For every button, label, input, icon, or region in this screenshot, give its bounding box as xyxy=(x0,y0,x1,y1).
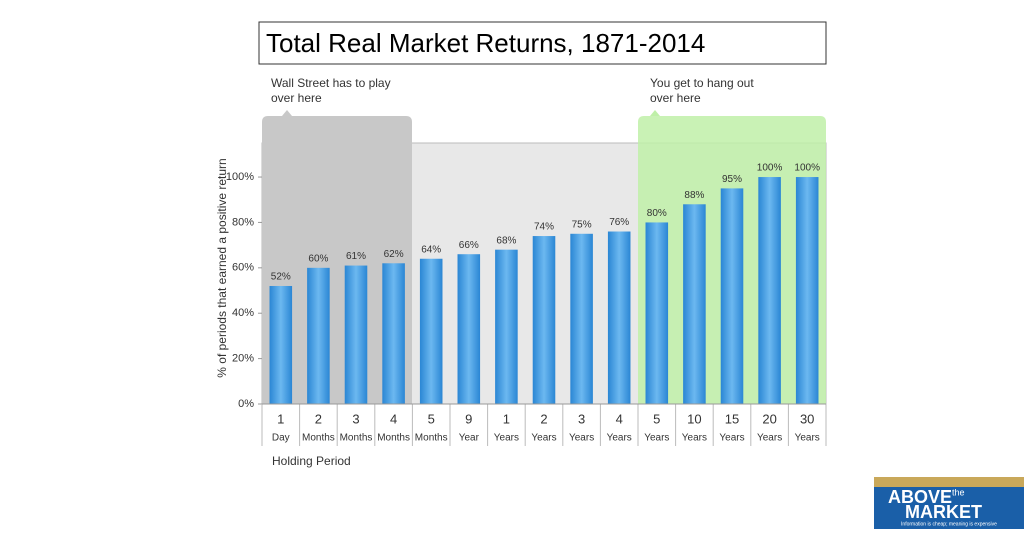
x-tick-label: 10 xyxy=(687,411,701,426)
title-box xyxy=(258,21,827,65)
bar xyxy=(382,263,405,404)
bar xyxy=(720,188,744,404)
y-tick-label: 80% xyxy=(232,216,254,228)
value-label: 75% xyxy=(572,219,592,230)
x-tick-label: 1 xyxy=(277,411,284,426)
x-tick-label: 4 xyxy=(616,411,623,426)
value-label: 60% xyxy=(308,253,328,264)
x-tick-label: Years xyxy=(531,433,556,444)
x-tick-label: 2 xyxy=(315,411,322,426)
value-label: 100% xyxy=(794,163,820,174)
annotation: Wall Street has to play xyxy=(271,76,391,90)
value-label: 74% xyxy=(534,222,554,233)
x-tick-label: 20 xyxy=(762,411,776,426)
x-tick-label: Year xyxy=(459,433,480,444)
x-tick-label: 9 xyxy=(465,411,472,426)
x-tick-label: Years xyxy=(795,433,820,444)
x-tick-label: 4 xyxy=(390,411,397,426)
annotation: over here xyxy=(271,91,322,105)
bar xyxy=(758,177,781,404)
y-tick-label: 60% xyxy=(232,262,254,274)
callout-tip xyxy=(650,110,660,116)
y-tick-label: 40% xyxy=(232,307,254,319)
x-tick-label: Months xyxy=(377,433,410,444)
bar xyxy=(532,236,556,404)
x-tick-label: Years xyxy=(682,433,707,444)
x-tick-label: 3 xyxy=(352,411,359,426)
annotation: over here xyxy=(650,91,701,105)
bar xyxy=(795,177,819,404)
logo-band xyxy=(874,477,1024,487)
value-label: 62% xyxy=(384,249,404,260)
x-tick-label: Years xyxy=(757,433,782,444)
x-axis-label: Holding Period xyxy=(272,454,351,468)
bar xyxy=(307,267,330,404)
bar xyxy=(419,258,443,404)
logo-tagline: Information is cheap; meaning is expensi… xyxy=(901,521,997,527)
bar xyxy=(607,231,631,404)
left-zone xyxy=(262,116,412,404)
x-tick-label: Day xyxy=(272,433,290,444)
x-tick-label: 5 xyxy=(653,411,660,426)
callout-tip xyxy=(282,110,292,116)
x-tick-label: Months xyxy=(302,433,335,444)
value-label: 52% xyxy=(271,272,291,283)
bar xyxy=(344,265,368,404)
x-tick-label: Months xyxy=(415,433,448,444)
x-tick-label: 2 xyxy=(540,411,547,426)
bar xyxy=(570,233,593,404)
x-tick-label: 1 xyxy=(503,411,510,426)
chart-title: Total Real Market Returns, 1871-2014 xyxy=(266,28,705,58)
value-label: 88% xyxy=(684,190,704,201)
y-axis-label: % of periods that earned a positive retu… xyxy=(215,158,229,377)
value-label: 95% xyxy=(722,174,742,185)
y-tick-label: 20% xyxy=(232,353,254,365)
x-tick-label: 3 xyxy=(578,411,585,426)
bar xyxy=(457,254,481,404)
value-label: 100% xyxy=(757,163,783,174)
logo-text: ABOVE xyxy=(888,487,952,507)
bar xyxy=(645,222,669,404)
x-tick-label: 15 xyxy=(725,411,739,426)
value-label: 80% xyxy=(647,208,667,219)
x-tick-label: Years xyxy=(494,433,519,444)
x-tick-label: 30 xyxy=(800,411,814,426)
x-tick-label: Years xyxy=(644,433,669,444)
x-tick-label: Months xyxy=(340,433,373,444)
x-tick-label: Years xyxy=(719,433,744,444)
logo-text: MARKET xyxy=(905,502,982,522)
value-label: 68% xyxy=(496,235,516,246)
value-label: 64% xyxy=(421,244,441,255)
bar xyxy=(269,285,293,404)
x-tick-label: Years xyxy=(569,433,594,444)
value-label: 61% xyxy=(346,251,366,262)
y-tick-label: 100% xyxy=(226,171,254,183)
value-label: 66% xyxy=(459,240,479,251)
logo-text: the xyxy=(952,487,965,497)
y-tick-label: 0% xyxy=(238,398,254,410)
bar xyxy=(495,249,518,404)
x-tick-label: Years xyxy=(607,433,632,444)
value-label: 76% xyxy=(609,217,629,228)
bar xyxy=(683,204,706,404)
annotation: You get to hang out xyxy=(650,76,754,90)
x-tick-label: 5 xyxy=(428,411,435,426)
